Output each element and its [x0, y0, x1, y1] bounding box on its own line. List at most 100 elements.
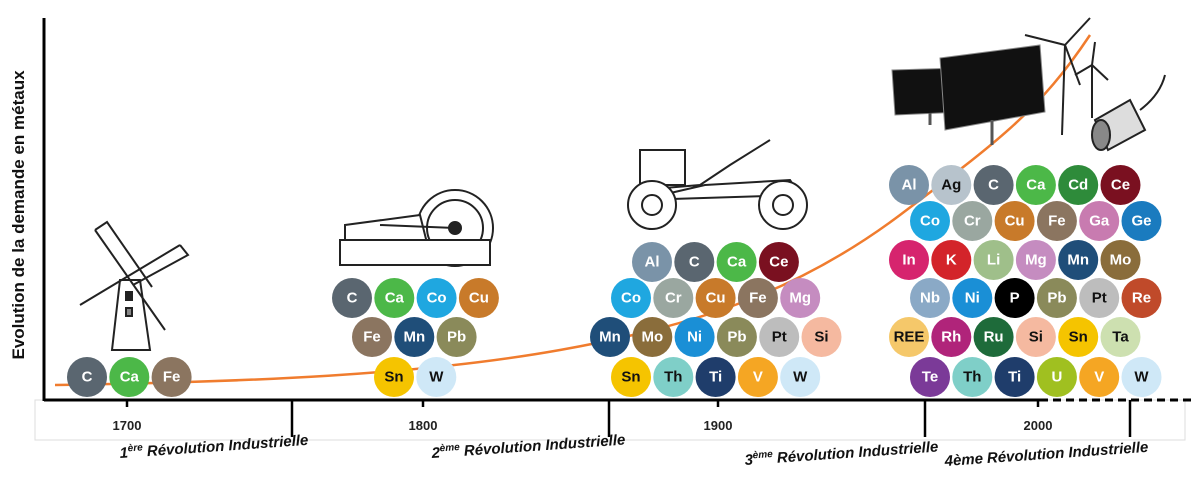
- element-symbol: Li: [987, 252, 1000, 269]
- element-circle: [695, 357, 736, 397]
- element-circle: [1121, 201, 1162, 241]
- element-badge: Ti: [994, 357, 1035, 397]
- element-circle: [1100, 317, 1141, 357]
- element-badge: Mn: [1058, 240, 1099, 280]
- element-symbol: Pb: [727, 329, 746, 346]
- element-symbol: Mg: [1025, 252, 1047, 269]
- element-badge: Mg: [780, 278, 821, 318]
- element-circle: [973, 240, 1014, 280]
- element-symbol: K: [946, 252, 957, 269]
- element-circle: [716, 242, 757, 282]
- element-circle: [780, 278, 821, 318]
- element-badge: Fe: [352, 317, 392, 357]
- element-symbol: Ti: [1008, 369, 1021, 386]
- element-circle: [780, 357, 821, 397]
- element-symbol: Fe: [163, 369, 181, 386]
- element-circle: [1036, 357, 1077, 397]
- revolution-label: 4ème Révolution Industrielle: [943, 439, 1149, 470]
- element-circle: [910, 201, 950, 241]
- element-symbol: Pt: [1092, 290, 1107, 307]
- element-circle: [910, 357, 950, 397]
- element-badge: Sn: [374, 357, 414, 397]
- element-badge: Pb: [436, 317, 477, 357]
- revolution-number: 2: [430, 444, 441, 462]
- revolution-label: 1ère Révolution Industrielle: [119, 431, 309, 462]
- element-symbol: Mn: [403, 329, 425, 346]
- element-circle: [1079, 278, 1120, 318]
- element-circle: [394, 317, 435, 357]
- element-circle: [374, 278, 415, 318]
- element-circle: [758, 242, 799, 282]
- element-badge: Pb: [1036, 278, 1077, 318]
- element-circle: [332, 278, 372, 318]
- revolution-name: Révolution Industrielle: [776, 438, 938, 466]
- revolution-suffix: ème: [439, 442, 460, 454]
- element-circle: [352, 317, 392, 357]
- element-circle: [994, 278, 1035, 318]
- element-symbol: U: [1051, 369, 1062, 386]
- element-badge: Ca: [1015, 165, 1056, 205]
- element-badge: REE: [889, 317, 929, 357]
- element-symbol: Al: [645, 254, 660, 271]
- element-symbol: Ta: [1112, 329, 1129, 346]
- element-symbol: Co: [621, 290, 641, 307]
- element-badge: Th: [653, 357, 694, 397]
- element-badge: Ag: [931, 165, 972, 205]
- element-circle: [737, 357, 778, 397]
- element-circle: [1079, 357, 1120, 397]
- element-circle: [611, 357, 651, 397]
- revolution-name: Révolution Industrielle: [146, 432, 308, 460]
- element-symbol: Co: [427, 290, 447, 307]
- element-symbol: Fe: [363, 329, 381, 346]
- element-symbol: Cr: [964, 213, 981, 230]
- element-circle: [994, 357, 1035, 397]
- element-symbol: V: [753, 369, 763, 386]
- element-badge: Co: [416, 278, 457, 318]
- element-symbol: Cu: [706, 290, 726, 307]
- element-badge: Fe: [737, 278, 778, 318]
- element-symbol: Ag: [941, 177, 961, 194]
- element-circle: [952, 201, 993, 241]
- element-badge: V: [1079, 357, 1120, 397]
- element-symbol: Ni: [687, 329, 702, 346]
- element-circle: [632, 317, 673, 357]
- element-circle: [910, 278, 950, 318]
- element-symbol: Re: [1132, 290, 1151, 307]
- element-symbol: W: [793, 369, 808, 386]
- revolution-name: Révolution Industrielle: [986, 439, 1148, 467]
- element-badge: Ti: [695, 357, 736, 397]
- element-circle: [1036, 201, 1077, 241]
- year-label: 2000: [1024, 418, 1053, 433]
- element-symbol: Sn: [1069, 329, 1088, 346]
- element-circle: [1100, 165, 1141, 205]
- element-badge: Ni: [952, 278, 993, 318]
- element-badge: W: [416, 357, 457, 397]
- element-badge: Li: [973, 240, 1014, 280]
- element-circle: [653, 357, 694, 397]
- element-badge: Ca: [109, 357, 150, 397]
- element-symbol: Cu: [469, 290, 489, 307]
- element-circle: [653, 278, 694, 318]
- element-badge: Sn: [1058, 317, 1099, 357]
- element-symbol: C: [82, 369, 93, 386]
- revolution-label: 2ème Révolution Industrielle: [430, 430, 626, 462]
- separators: [125, 400, 1132, 437]
- element-symbol: C: [988, 177, 999, 194]
- element-symbol: Si: [1029, 329, 1043, 346]
- element-symbol: W: [429, 369, 444, 386]
- element-badge: Ca: [374, 278, 415, 318]
- element-badge: Ta: [1100, 317, 1141, 357]
- exhaust-icon: [1091, 74, 1166, 152]
- element-badge: Cu: [994, 201, 1035, 241]
- element-symbol: Rh: [941, 329, 961, 346]
- element-badge: Ce: [1100, 165, 1141, 205]
- element-symbol: Sn: [384, 369, 403, 386]
- element-circle: [759, 317, 800, 357]
- element-circle: [973, 165, 1014, 205]
- element-symbol: Sn: [621, 369, 640, 386]
- windmill-icon: [79, 220, 190, 351]
- element-circle: [611, 278, 651, 318]
- element-symbol: In: [902, 252, 915, 269]
- element-symbol: Cu: [1005, 213, 1025, 230]
- element-symbol: C: [347, 290, 358, 307]
